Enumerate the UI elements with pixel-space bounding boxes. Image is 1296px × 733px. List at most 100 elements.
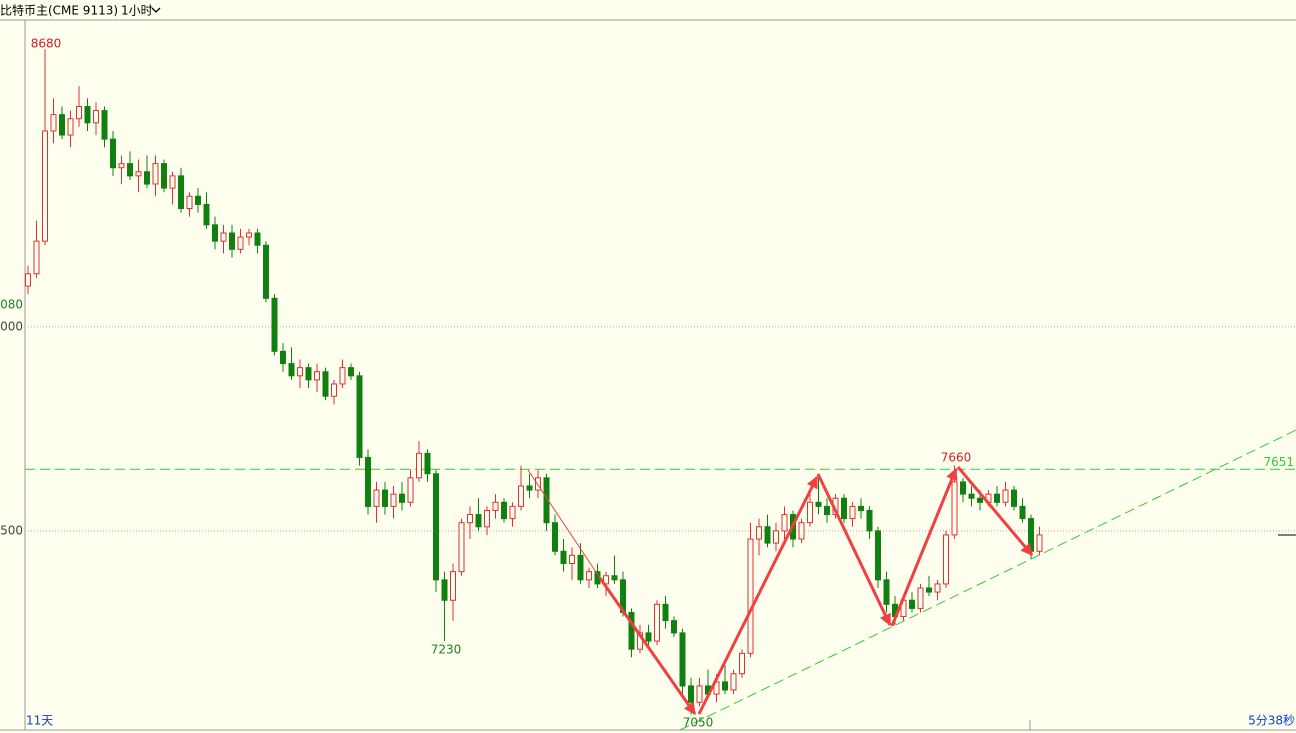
- candle-body: [671, 620, 677, 634]
- candle-body: [577, 554, 584, 581]
- candle-body: [968, 493, 975, 499]
- candle-body: [322, 371, 329, 397]
- annotation-high: 8680: [31, 37, 62, 51]
- footer-left: 11天: [26, 714, 53, 728]
- candle-body: [798, 522, 805, 540]
- arrow: [697, 475, 819, 715]
- trend-line: [679, 429, 1296, 731]
- candle-body: [441, 579, 448, 601]
- candle-body: [866, 509, 873, 532]
- candle-body: [178, 175, 184, 210]
- candle-body: [305, 367, 312, 381]
- candle-body: [739, 652, 745, 675]
- candle-body: [662, 603, 669, 622]
- period-chevron[interactable]: [151, 7, 161, 13]
- candle-body: [246, 232, 252, 238]
- candle-body: [135, 171, 142, 177]
- arrow: [956, 466, 1034, 556]
- candle-body: [552, 522, 558, 552]
- candle-body: [67, 118, 74, 136]
- annotation-low: 7050: [683, 716, 714, 730]
- y-tick-label: 7500: [0, 523, 23, 537]
- annotation-recent-high: 7660: [941, 451, 972, 465]
- candle-body: [824, 505, 830, 516]
- candle-body: [764, 526, 771, 544]
- candle-body: [909, 599, 915, 609]
- candle-body: [161, 163, 167, 189]
- y-tick-label: 8000: [0, 319, 23, 333]
- candle-body: [960, 481, 966, 495]
- candle-body: [93, 110, 99, 124]
- candle-body: [365, 456, 371, 507]
- candle-body: [509, 505, 516, 520]
- candle-body: [883, 579, 890, 605]
- candle-body: [373, 489, 380, 507]
- arrow-thin: [527, 469, 601, 579]
- candle-body: [1002, 489, 1009, 503]
- candle-body: [382, 489, 388, 507]
- candle-body: [484, 509, 490, 528]
- arrow: [890, 467, 958, 627]
- candle-body: [501, 501, 507, 520]
- candle-body: [722, 681, 728, 691]
- annotation-left-low: 8080: [0, 298, 23, 312]
- candle-body: [1036, 534, 1043, 552]
- candle-body: [271, 297, 278, 352]
- candle-body: [1019, 505, 1026, 520]
- candle-body: [943, 534, 949, 585]
- candle-body: [679, 632, 686, 687]
- candle-body: [696, 685, 703, 703]
- candle-body: [390, 493, 397, 507]
- candle-body: [169, 175, 176, 189]
- candle-body: [849, 505, 856, 520]
- annotation-low-mid: 7230: [431, 643, 462, 657]
- candle-body: [237, 236, 244, 250]
- candle-body: [280, 350, 286, 365]
- candle-body: [118, 163, 125, 169]
- period-selector[interactable]: 1小时: [121, 4, 153, 18]
- candle-body: [926, 587, 932, 593]
- candle-body: [212, 224, 218, 242]
- candle-body: [450, 571, 456, 601]
- candle-body: [603, 575, 609, 585]
- candle-body: [433, 473, 439, 581]
- footer-right: 5分38秒: [1248, 714, 1295, 728]
- candle-body: [229, 232, 235, 250]
- candle-body: [42, 130, 48, 242]
- candle-body: [50, 114, 57, 132]
- candle-body: [33, 240, 40, 275]
- candle-body: [288, 363, 295, 377]
- candle-body: [110, 138, 116, 169]
- candle-body: [518, 485, 524, 507]
- candle-body: [934, 583, 941, 593]
- candle-body: [492, 501, 499, 511]
- candle-body: [586, 571, 592, 581]
- candle-body: [144, 171, 150, 185]
- candle-body: [875, 530, 881, 581]
- candle-body: [645, 632, 652, 642]
- candle-body: [1028, 518, 1034, 552]
- instrument-title: 比特币主(CME 9113): [0, 3, 118, 18]
- plot: 8000 7500 7651: [0, 49, 1296, 715]
- candle-body: [195, 195, 201, 205]
- candle-body: [84, 106, 91, 124]
- candle-body: [917, 587, 924, 609]
- candle-body: [203, 203, 210, 226]
- candle-body: [1011, 489, 1017, 507]
- candle-body: [101, 110, 108, 140]
- candle-body: [467, 514, 473, 524]
- candle-body: [348, 367, 354, 377]
- candle-body: [356, 375, 363, 458]
- candle-body: [535, 477, 541, 491]
- candle-body: [781, 514, 788, 532]
- arrow: [816, 473, 892, 627]
- candle-body: [127, 163, 133, 177]
- h-line-label: 7651: [1263, 455, 1294, 469]
- candle-body: [543, 477, 550, 524]
- candle-body: [263, 244, 269, 299]
- candle-body: [841, 497, 847, 520]
- candle-body: [407, 477, 414, 503]
- candle-body: [220, 232, 227, 242]
